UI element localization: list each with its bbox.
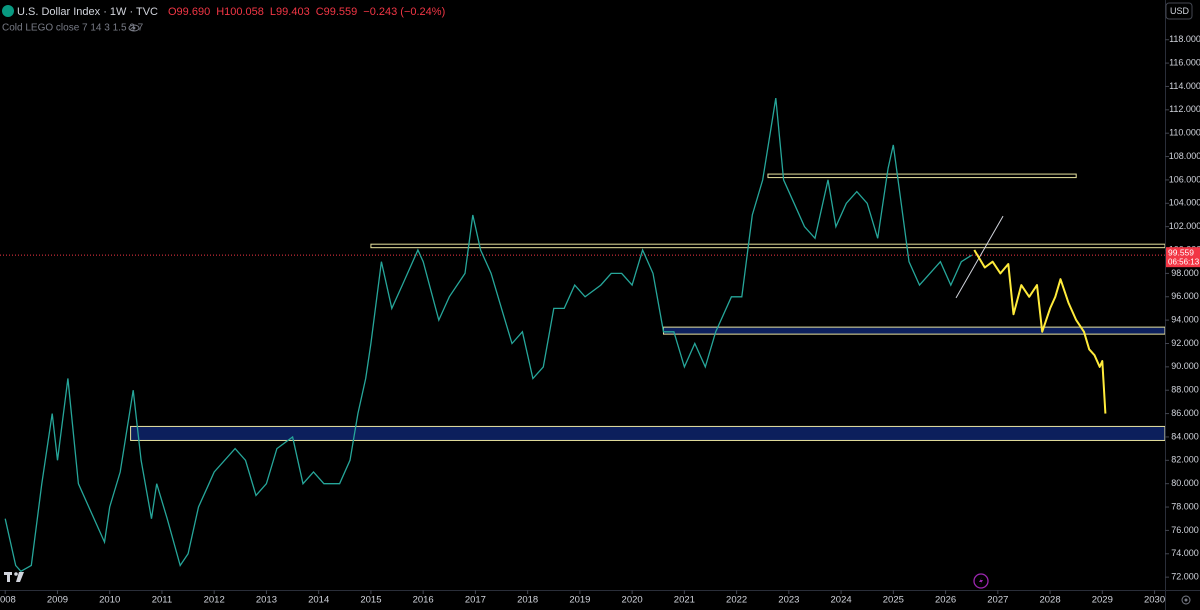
price-tag-value: 99.559 (1168, 247, 1194, 257)
x-tick-label: 2010 (99, 595, 120, 606)
y-tick-label: 82.000 (1171, 455, 1199, 465)
y-tick-label: 106.000 (1169, 174, 1200, 184)
x-tick-label: 2012 (204, 595, 225, 606)
x-tick-label: 2008 (0, 595, 16, 606)
zone (130, 425, 1165, 441)
y-tick-label: 72.000 (1171, 572, 1199, 582)
ohlc-values: O99.690 H100.058 L99.403 C99.559 −0.243 (−0.… (168, 6, 445, 18)
x-tick-label: 2027 (987, 595, 1008, 606)
x-tick-label: 2013 (256, 595, 277, 606)
ohlc-value: C99.559 (316, 6, 358, 18)
x-tick-label: 2015 (360, 595, 381, 606)
x-tick-label: 2021 (674, 595, 695, 606)
y-tick-label: 94.000 (1171, 314, 1199, 324)
x-tick-label: 2020 (622, 595, 643, 606)
x-tick-label: 2025 (883, 595, 904, 606)
x-tick-label: 2019 (569, 595, 590, 606)
currency-button[interactable] (1165, 2, 1193, 20)
x-tick-label: 2016 (413, 595, 434, 606)
ohlc-value: L99.403 (270, 6, 310, 18)
change-value: −0.243 (−0.24%) (363, 6, 445, 18)
x-tick-label: 2030 (1144, 595, 1165, 606)
y-tick-label: 92.000 (1171, 338, 1199, 348)
y-tick-label: 76.000 (1171, 525, 1199, 535)
zone (767, 173, 1077, 179)
x-tick-label: 2009 (47, 595, 68, 606)
y-tick-label: 84.000 (1171, 431, 1199, 441)
y-tick-label: 74.000 (1171, 548, 1199, 558)
x-tick-label: 2023 (778, 595, 799, 606)
tv-logo (4, 572, 24, 582)
y-tick-label: 118.000 (1169, 34, 1200, 44)
zone (370, 243, 1165, 249)
y-tick-label: 90.000 (1171, 361, 1199, 371)
price-tag-countdown: 06:56:13 (1168, 257, 1200, 266)
axes: 72.000 74.000 76.000 78.000 80.000 82.000 84.0… (0, 34, 1200, 606)
x-tick-label: 2014 (308, 595, 329, 606)
alert-icon[interactable] (973, 573, 989, 589)
x-tick-label: 2029 (1092, 595, 1113, 606)
symbol-logo (2, 5, 14, 17)
ohlc-value: O99.690 (168, 6, 210, 18)
price-line (4, 97, 973, 573)
symbol-title: U.S. Dollar Index · 1W · TVC (17, 6, 158, 18)
y-tick-label: 98.000 (1171, 268, 1199, 278)
indicator-label: Cold LEGO close 7 14 3 1.5 2 7 (2, 23, 144, 34)
y-tick-label: 80.000 (1171, 478, 1199, 488)
y-tick-label: 114.000 (1169, 81, 1200, 91)
y-tick-label: 78.000 (1171, 501, 1199, 511)
projection-line (973, 249, 1107, 414)
y-tick-label: 116.000 (1169, 57, 1200, 67)
eye-icon[interactable] (128, 24, 140, 32)
price-tag (1166, 247, 1200, 268)
y-tick-label: 112.000 (1169, 104, 1200, 114)
y-tick-label: 104.000 (1169, 198, 1200, 208)
zone (662, 326, 1165, 335)
x-tick-label: 2024 (831, 595, 852, 606)
settings-icon[interactable] (1181, 595, 1191, 605)
y-tick-label: 108.000 (1169, 151, 1200, 161)
plot-area (0, 97, 1165, 573)
y-tick-label: 88.000 (1171, 385, 1199, 395)
y-tick-label: 96.000 (1171, 291, 1199, 301)
x-tick-label: 2026 (935, 595, 956, 606)
x-tick-label: 2017 (465, 595, 486, 606)
y-tick-label: 102.000 (1169, 221, 1200, 231)
ohlc-value: H100.058 (216, 6, 264, 18)
y-tick-label: 86.000 (1171, 408, 1199, 418)
y-tick-label: 110.000 (1169, 128, 1200, 138)
x-tick-label: 2028 (1039, 595, 1060, 606)
x-tick-label: 2022 (726, 595, 747, 606)
currency-label: USD (1170, 6, 1190, 16)
x-tick-label: 2018 (517, 595, 538, 606)
x-tick-label: 2011 (152, 595, 172, 606)
